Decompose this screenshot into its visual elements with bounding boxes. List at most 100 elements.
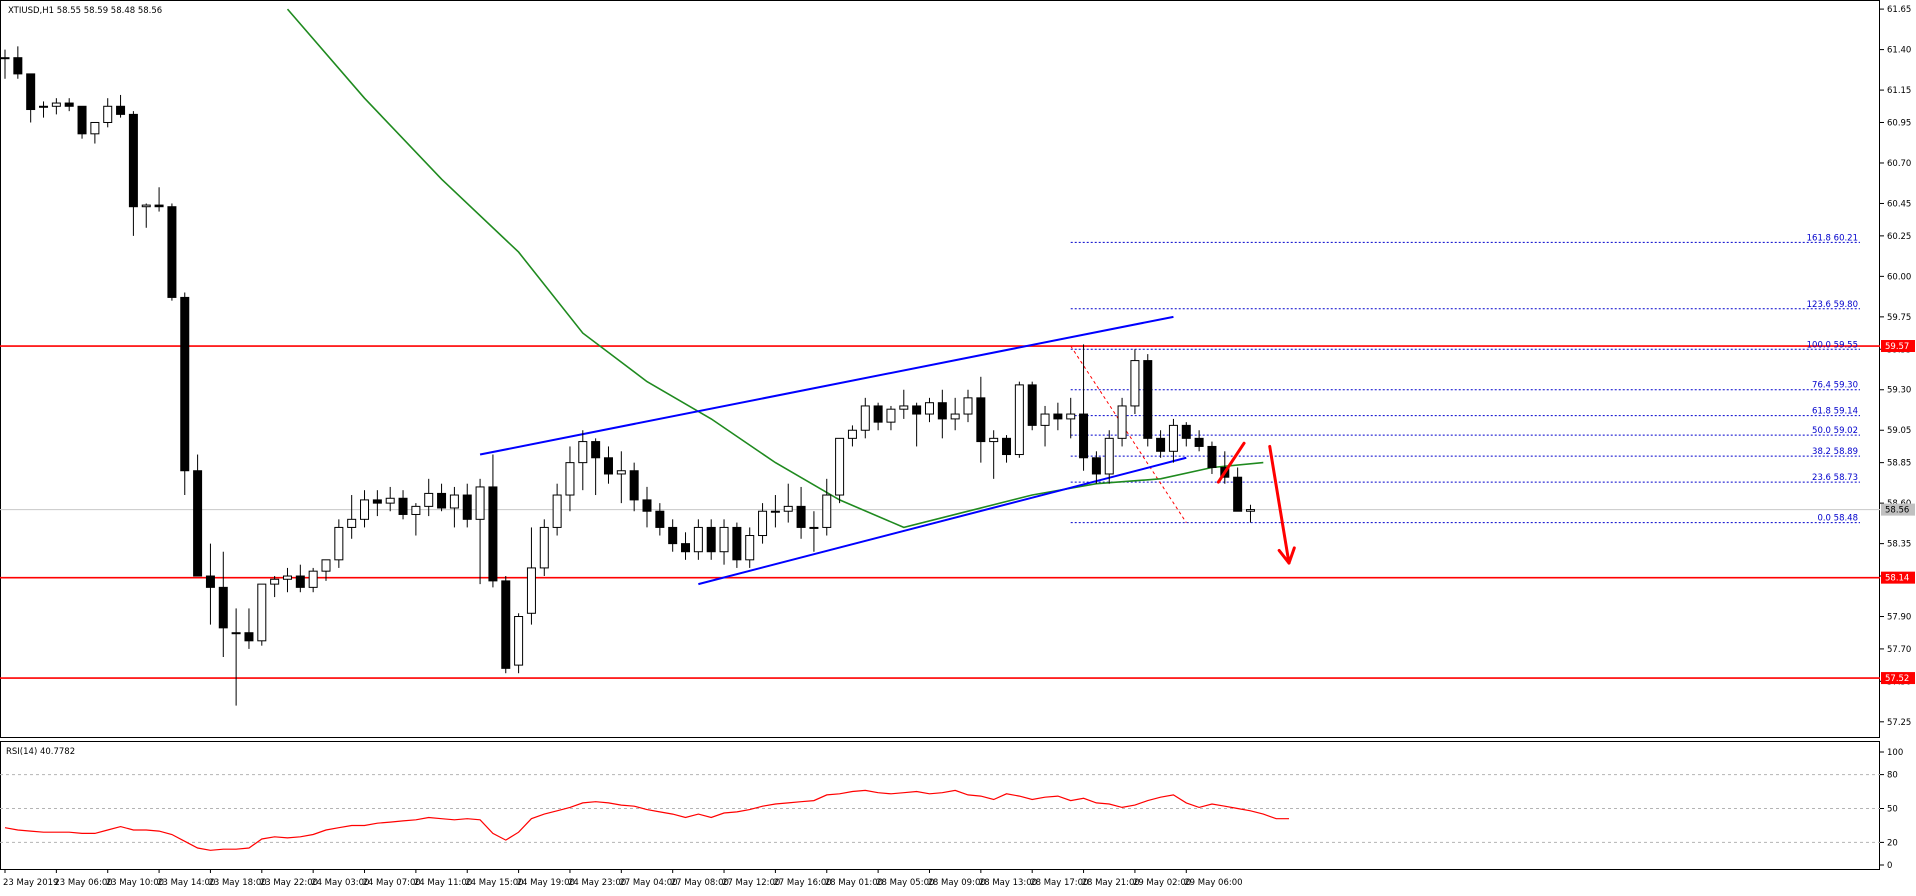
candle-body-up bbox=[1014, 384, 1024, 456]
candle bbox=[116, 94, 126, 118]
candle-body-down bbox=[642, 499, 652, 512]
candle bbox=[205, 543, 215, 625]
price-tick-label: 59.75 bbox=[1887, 313, 1911, 323]
candle-body-down bbox=[437, 492, 447, 509]
bounce-arrow bbox=[1216, 441, 1246, 484]
candle-body-up bbox=[449, 494, 459, 509]
time-tick-label: 28 May 05:00 bbox=[876, 878, 934, 888]
fib-level-label: 61.8 59.14 bbox=[1812, 407, 1858, 417]
time-tick-label: 27 May 04:00 bbox=[619, 878, 677, 888]
fib-level-label: 123.6 59.80 bbox=[1807, 300, 1858, 310]
price-tick-label: 60.00 bbox=[1887, 272, 1911, 282]
candle bbox=[655, 503, 665, 536]
price-tick-label: 61.40 bbox=[1887, 46, 1911, 56]
rsi-line-path bbox=[4, 789, 1289, 851]
rsi-tick-label: 100 bbox=[1887, 748, 1903, 758]
candle-body-up bbox=[270, 578, 280, 585]
price-tick-label: 60.45 bbox=[1887, 199, 1911, 209]
candle-body-down bbox=[13, 57, 23, 75]
trendline bbox=[479, 315, 1174, 456]
candle bbox=[475, 478, 485, 585]
candle bbox=[1194, 430, 1204, 452]
candle-body-up bbox=[963, 397, 973, 415]
candle bbox=[1117, 397, 1127, 447]
candle-body-up bbox=[424, 492, 434, 507]
candle bbox=[963, 389, 973, 423]
candle-body-down bbox=[591, 441, 601, 459]
candle bbox=[231, 608, 241, 706]
level-price-badge bbox=[1881, 340, 1915, 353]
candle-body-down bbox=[372, 499, 382, 504]
candle bbox=[180, 292, 190, 496]
candle-body-up bbox=[526, 567, 536, 614]
time-tick-label: 23 May 18:00 bbox=[208, 878, 266, 888]
price-tick-label: 60.25 bbox=[1887, 232, 1911, 242]
time-tick-label: 29 May 06:00 bbox=[1184, 878, 1242, 888]
moving-average-line bbox=[286, 8, 1264, 529]
candle-body-up bbox=[835, 437, 845, 496]
candle bbox=[1014, 381, 1024, 458]
level-price-badge bbox=[1881, 571, 1915, 584]
candle bbox=[1245, 504, 1255, 523]
candle-body-up bbox=[1245, 509, 1255, 512]
candle bbox=[1104, 430, 1114, 484]
candle-body-up bbox=[899, 405, 909, 410]
candle-body-down bbox=[655, 510, 665, 528]
candle-body-up bbox=[51, 102, 61, 107]
candlestick-series bbox=[0, 46, 1255, 706]
candle bbox=[1156, 430, 1166, 458]
candle-body-down bbox=[732, 526, 742, 561]
candle-body-down bbox=[1233, 476, 1243, 512]
fib-level-label: 161.8 60.21 bbox=[1807, 233, 1858, 243]
time-tick-label: 23 May 10:00 bbox=[106, 878, 164, 888]
time-tick-label: 24 May 19:00 bbox=[517, 878, 575, 888]
time-tick-label: 24 May 07:00 bbox=[363, 878, 421, 888]
candle bbox=[860, 397, 870, 439]
candle bbox=[835, 437, 845, 504]
candle-body-up bbox=[1040, 413, 1050, 426]
candle-body-down bbox=[77, 105, 87, 135]
fib-level-label: 100.0 59.55 bbox=[1807, 340, 1858, 350]
candle-body-up bbox=[103, 105, 113, 123]
candle-body-up bbox=[616, 470, 626, 475]
candle bbox=[745, 527, 755, 568]
candle bbox=[668, 519, 678, 552]
candle bbox=[758, 503, 768, 544]
candle bbox=[976, 376, 986, 463]
candle-body-up bbox=[950, 413, 960, 420]
candle bbox=[706, 519, 716, 560]
candle-body-down bbox=[629, 470, 639, 501]
candle bbox=[462, 483, 472, 528]
candle-body-up bbox=[693, 526, 703, 553]
candle bbox=[321, 559, 331, 581]
rsi-tick-label: 20 bbox=[1887, 838, 1898, 848]
candle-body-down bbox=[64, 102, 74, 107]
time-tick-label: 24 May 03:00 bbox=[311, 878, 369, 888]
current-price-label: 58.56 bbox=[1885, 506, 1909, 516]
candle-body-down bbox=[1143, 360, 1153, 439]
candle-body-up bbox=[847, 429, 857, 439]
candle-body-up bbox=[565, 462, 575, 496]
candle-body-down bbox=[1156, 437, 1166, 452]
candle bbox=[629, 462, 639, 512]
candle bbox=[616, 451, 626, 504]
candle-body-down bbox=[154, 204, 164, 208]
price-tick-label: 61.15 bbox=[1887, 86, 1911, 96]
time-tick-label: 28 May 13:00 bbox=[979, 878, 1037, 888]
candle bbox=[128, 111, 138, 236]
candle-body-down bbox=[1091, 457, 1101, 475]
time-tick-label: 23 May 22:00 bbox=[260, 878, 318, 888]
candle bbox=[295, 564, 305, 593]
candle-body-up bbox=[1168, 424, 1178, 452]
candle-body-down bbox=[244, 632, 254, 642]
candle bbox=[1027, 381, 1037, 431]
candle bbox=[90, 121, 100, 144]
candle-body-down bbox=[937, 402, 947, 420]
candle bbox=[257, 583, 267, 646]
candle-body-down bbox=[295, 575, 305, 588]
candle bbox=[732, 522, 742, 568]
downside-arrow bbox=[1268, 444, 1291, 565]
candle bbox=[1181, 422, 1191, 447]
time-tick-label: 28 May 01:00 bbox=[825, 878, 883, 888]
candle-body-down bbox=[116, 105, 126, 115]
